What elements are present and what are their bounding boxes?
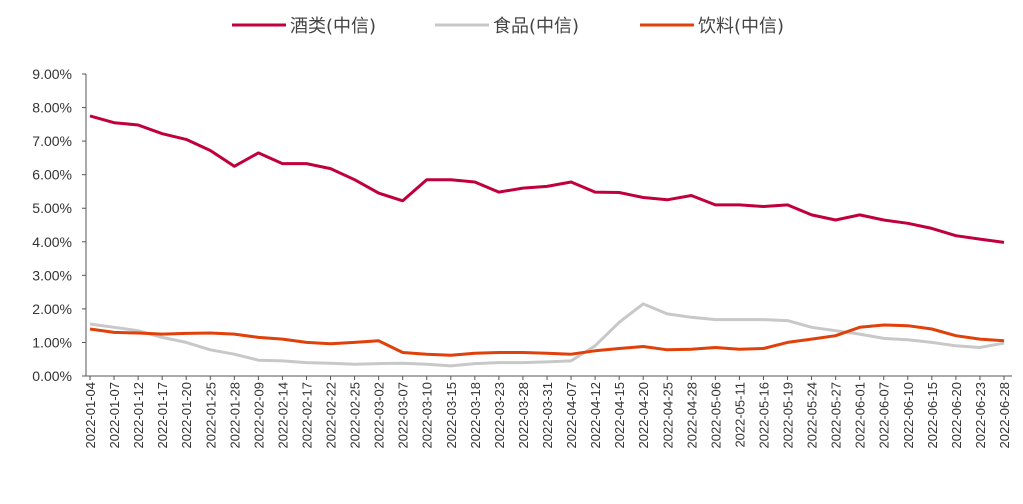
y-tick-label: 9.00% bbox=[32, 66, 72, 82]
x-tick-label: 2022-02-09 bbox=[251, 382, 266, 449]
x-tick-label: 2022-05-11 bbox=[732, 382, 747, 448]
x-tick-label: 2022-06-28 bbox=[997, 382, 1012, 449]
x-tick-label: 2022-01-28 bbox=[227, 382, 242, 449]
x-tick-label: 2022-06-23 bbox=[973, 382, 988, 449]
x-tick-label: 2022-03-15 bbox=[444, 382, 459, 449]
x-tick-label: 2022-03-18 bbox=[468, 382, 483, 449]
x-tick-label: 2022-02-17 bbox=[299, 382, 314, 449]
x-tick-label: 2022-05-16 bbox=[756, 382, 771, 449]
y-tick-label: 1.00% bbox=[32, 334, 72, 350]
beverage-series-line bbox=[89, 323, 1005, 357]
x-tick-label: 2022-03-07 bbox=[396, 382, 411, 449]
x-tick-label: 2022-03-02 bbox=[372, 382, 387, 449]
x-tick-label: 2022-04-12 bbox=[588, 382, 603, 449]
x-tick-label: 2022-06-15 bbox=[925, 382, 940, 449]
x-tick-label: 2022-03-23 bbox=[492, 382, 507, 449]
x-tick-label: 2022-04-28 bbox=[684, 382, 699, 449]
x-tick-label: 2022-02-25 bbox=[348, 382, 363, 449]
x-tick-label: 2022-06-10 bbox=[901, 382, 916, 449]
x-tick-label: 2022-05-24 bbox=[805, 382, 820, 449]
x-tick-label: 2022-04-15 bbox=[612, 382, 627, 449]
x-tick-label: 2022-06-20 bbox=[949, 382, 964, 449]
y-tick-label: 6.00% bbox=[32, 167, 72, 183]
x-tick-label: 2022-03-28 bbox=[516, 382, 531, 449]
x-tick-label: 2022-05-06 bbox=[708, 382, 723, 449]
liquor-series-line bbox=[89, 114, 1005, 244]
x-tick-label: 2022-06-07 bbox=[877, 382, 892, 449]
x-tick-label: 2022-02-14 bbox=[275, 382, 290, 449]
y-tick-label: 8.00% bbox=[32, 100, 72, 116]
y-axis-ticks: 0.00% 1.00% 2.00% 3.00% 4.00% 5.00% 6.00% 7.00%… bbox=[32, 66, 86, 384]
x-tick-label: 2022-05-19 bbox=[781, 382, 796, 449]
x-tick-label: 2022-04-25 bbox=[660, 382, 675, 449]
chart-series bbox=[89, 114, 1005, 368]
x-tick-label: 2022-01-04 bbox=[83, 382, 98, 449]
x-tick-label: 2022-04-20 bbox=[636, 382, 651, 449]
x-tick-label: 2022-03-10 bbox=[420, 382, 435, 449]
legend-label-food: 食品(中信) bbox=[493, 16, 579, 37]
x-tick-label: 2022-04-07 bbox=[564, 382, 579, 449]
y-tick-label: 2.00% bbox=[32, 301, 72, 317]
y-tick-label: 7.00% bbox=[32, 133, 72, 149]
y-tick-label: 5.00% bbox=[32, 200, 72, 216]
y-tick-label: 3.00% bbox=[32, 267, 72, 283]
y-tick-label: 0.00% bbox=[32, 368, 72, 384]
x-tick-label: 2022-01-20 bbox=[179, 382, 194, 449]
x-tick-label: 2022-02-22 bbox=[324, 382, 339, 449]
x-tick-label: 2022-01-25 bbox=[203, 382, 218, 449]
chart-legend: 酒类(中信) 食品(中信) 饮料(中信) bbox=[232, 16, 784, 37]
x-tick-label: 2022-05-27 bbox=[829, 382, 844, 449]
x-tick-label: 2022-01-17 bbox=[155, 382, 170, 449]
x-tick-label: 2022-03-31 bbox=[540, 382, 555, 449]
y-tick-label: 4.00% bbox=[32, 234, 72, 250]
x-tick-label: 2022-01-07 bbox=[107, 382, 122, 449]
x-tick-label: 2022-06-01 bbox=[853, 382, 868, 449]
legend-label-beverage: 饮料(中信) bbox=[698, 16, 784, 37]
x-tick-label: 2022-01-12 bbox=[131, 382, 146, 449]
legend-label-liquor: 酒类(中信) bbox=[290, 16, 376, 37]
x-axis-ticks: 2022-01-04 2022-01-07 2022-01-12 2022-01-17… bbox=[83, 376, 1012, 449]
